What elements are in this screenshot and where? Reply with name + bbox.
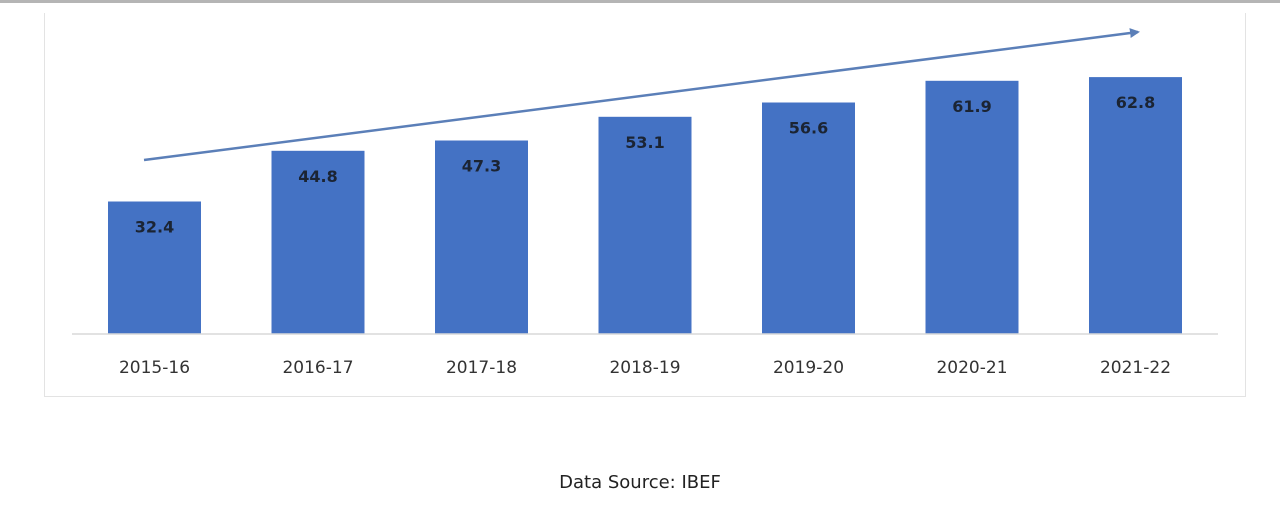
data-label-2021-22: 62.8 — [1116, 93, 1155, 112]
bar-2015-16 — [108, 201, 201, 334]
x-tick-label-2018-19: 2018-19 — [609, 358, 680, 378]
data-label-2020-21: 61.9 — [952, 97, 991, 116]
bar-2017-18 — [435, 140, 528, 334]
data-source-caption: Data Source: IBEF — [559, 472, 721, 493]
data-label-2015-16: 32.4 — [135, 218, 174, 237]
data-label-2016-17: 44.8 — [298, 167, 337, 186]
chart-frame — [44, 13, 1246, 397]
bar-2021-22 — [1089, 77, 1182, 334]
data-label-2017-18: 47.3 — [462, 157, 501, 176]
x-tick-label-2016-17: 2016-17 — [282, 358, 353, 378]
bar-chart: 32.4 44.8 47.3 53.1 56.6 61.9 62.8 2015-16 2016… — [72, 28, 1218, 378]
data-label-2019-20: 56.6 — [789, 119, 828, 138]
trend-arrow — [143, 28, 1140, 162]
bar-2019-20 — [762, 102, 855, 334]
top-divider — [0, 0, 1280, 3]
bar-2018-19 — [598, 116, 692, 334]
x-tick-label-2015-16: 2015-16 — [119, 358, 190, 378]
x-tick-label-2020-21: 2020-21 — [936, 358, 1007, 378]
data-label-2018-19: 53.1 — [625, 133, 664, 152]
x-tick-label-2017-18: 2017-18 — [446, 358, 517, 378]
x-tick-label-2019-20: 2019-20 — [773, 358, 844, 378]
bar-2016-17 — [271, 150, 365, 334]
x-tick-label-2021-22: 2021-22 — [1100, 358, 1171, 378]
bar-2020-21 — [925, 80, 1019, 334]
